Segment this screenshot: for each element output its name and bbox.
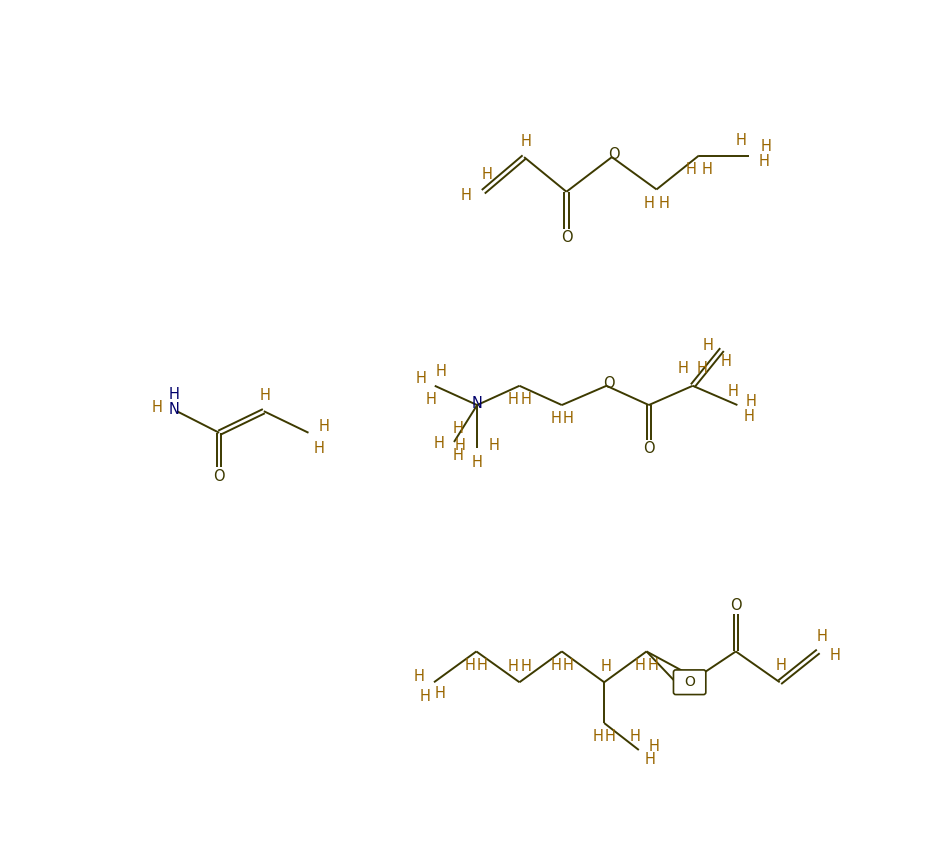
Text: H: H xyxy=(629,728,641,744)
Text: H: H xyxy=(697,361,707,377)
Text: H: H xyxy=(685,162,697,177)
Text: H: H xyxy=(817,629,827,643)
Text: H: H xyxy=(644,196,654,211)
Text: H: H xyxy=(776,658,786,673)
Text: O: O xyxy=(603,376,615,391)
Text: O: O xyxy=(213,470,225,484)
Text: H: H xyxy=(648,739,660,753)
Text: H: H xyxy=(647,658,658,673)
Text: H: H xyxy=(452,421,464,436)
Text: H: H xyxy=(471,455,483,470)
Text: H: H xyxy=(728,384,739,399)
Text: H: H xyxy=(477,658,488,673)
Text: H: H xyxy=(520,392,531,407)
Text: H: H xyxy=(433,436,444,451)
Text: H: H xyxy=(520,134,531,149)
Text: H: H xyxy=(759,154,770,169)
Text: H: H xyxy=(426,392,436,407)
Text: H: H xyxy=(563,658,573,673)
Text: H: H xyxy=(635,658,645,673)
Text: H: H xyxy=(151,400,162,415)
Text: H: H xyxy=(314,440,325,456)
Text: H: H xyxy=(701,162,712,177)
Text: H: H xyxy=(507,392,519,407)
Text: O: O xyxy=(608,147,620,163)
Text: H: H xyxy=(745,394,757,408)
Text: H: H xyxy=(419,689,430,703)
Text: H: H xyxy=(413,668,424,684)
Text: H: H xyxy=(452,448,464,464)
Text: H: H xyxy=(435,686,446,701)
Text: H: H xyxy=(659,196,669,211)
Text: H: H xyxy=(736,132,746,148)
Text: H: H xyxy=(605,729,616,745)
Text: H: H xyxy=(435,365,446,379)
Text: H: H xyxy=(465,658,476,673)
Text: H: H xyxy=(550,658,561,673)
Text: H: H xyxy=(461,188,472,203)
Text: H: H xyxy=(678,361,689,377)
Text: H: H xyxy=(744,409,754,424)
Text: H: H xyxy=(563,411,573,427)
Text: H: H xyxy=(703,338,714,353)
Text: H: H xyxy=(721,353,731,369)
Text: H: H xyxy=(260,389,270,403)
Text: H: H xyxy=(488,439,500,453)
Text: O: O xyxy=(643,441,655,457)
Text: H: H xyxy=(520,660,531,674)
Text: N: N xyxy=(169,402,180,417)
Text: H: H xyxy=(601,660,611,674)
Text: O: O xyxy=(561,230,572,245)
Text: O: O xyxy=(684,675,695,689)
Text: H: H xyxy=(507,660,519,674)
FancyBboxPatch shape xyxy=(673,670,705,695)
Text: H: H xyxy=(592,729,604,745)
Text: H: H xyxy=(455,439,466,453)
Text: H: H xyxy=(169,387,180,402)
Text: H: H xyxy=(761,138,771,154)
Text: N: N xyxy=(471,396,483,411)
Text: H: H xyxy=(415,371,426,385)
Text: O: O xyxy=(730,598,742,612)
Text: H: H xyxy=(482,168,492,182)
Text: H: H xyxy=(550,411,561,427)
Text: H: H xyxy=(830,648,841,663)
Text: H: H xyxy=(645,752,656,767)
Text: H: H xyxy=(319,419,329,434)
